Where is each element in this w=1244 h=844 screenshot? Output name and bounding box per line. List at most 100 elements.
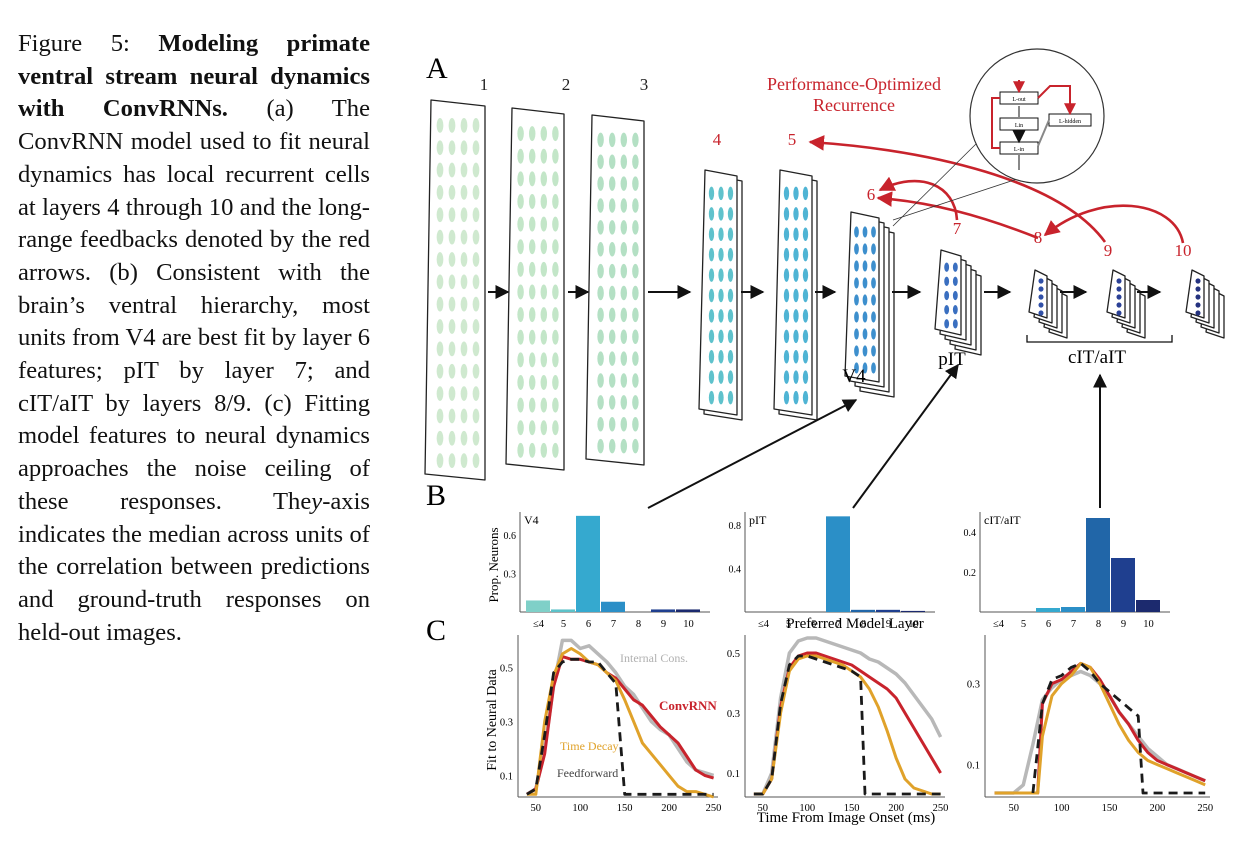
chart-title: pIT — [749, 513, 767, 527]
unit-dot — [608, 242, 616, 257]
caption-body-d: -axis indicates the median across units … — [18, 487, 370, 646]
unit-dot — [552, 420, 559, 436]
unit-dot — [597, 132, 604, 148]
unit-dot — [472, 386, 480, 401]
feedback-arrow — [808, 135, 1107, 243]
unit-dot — [597, 220, 604, 235]
unit-dot — [472, 319, 480, 334]
unit-dot — [528, 397, 536, 413]
panel-c-letter: C — [426, 614, 446, 647]
unit-dot — [448, 430, 456, 446]
unit-dot — [620, 438, 628, 454]
y-tick-label: 0.1 — [967, 761, 980, 772]
unit-dot — [632, 307, 639, 323]
bar-chart-2: pIT 0.4 0.8 ≤4 5 6 7 8 9 10 — [729, 512, 935, 630]
x-tick-label: 100 — [1054, 803, 1070, 814]
unit-dot — [783, 288, 790, 303]
unit-dot — [871, 311, 876, 323]
unit-dot — [540, 442, 548, 458]
x-tick-label: 8 — [1096, 619, 1101, 630]
unit-dot — [528, 375, 536, 390]
unit-dot — [854, 260, 859, 272]
unit-dot — [862, 226, 868, 238]
unit-dot — [540, 307, 548, 323]
unit-dot — [517, 148, 524, 164]
unit-dot — [783, 370, 790, 384]
x-tick-label: 100 — [799, 803, 815, 814]
unit-dot — [952, 319, 958, 329]
unit-dot — [472, 453, 480, 469]
x-tick-label: 250 — [933, 803, 949, 814]
unit-dot — [620, 307, 628, 323]
unit-dot — [944, 262, 950, 272]
unit-dot — [528, 126, 536, 142]
unit-dot — [517, 126, 524, 142]
unit-dot — [597, 417, 604, 432]
unit-dot — [727, 268, 734, 282]
y-tick-label: 0.8 — [729, 521, 742, 532]
unit-dot — [632, 242, 639, 257]
unit-dot — [783, 227, 790, 241]
unit-dot — [727, 370, 734, 384]
unit-dot — [708, 186, 715, 201]
unit-dot — [793, 370, 799, 384]
x-tick-label: 5 — [786, 619, 791, 630]
unit-dot — [802, 288, 809, 303]
area-label-v4: V4 — [842, 366, 866, 387]
unit-dots — [708, 186, 734, 405]
unit-dot — [608, 198, 616, 213]
layer-3 — [585, 114, 645, 466]
unit-dot — [436, 162, 444, 178]
unit-dot — [620, 132, 628, 148]
unit-dot — [718, 350, 724, 364]
unit-dot — [718, 207, 724, 221]
unit-dot — [708, 370, 715, 384]
unit-dot — [552, 442, 559, 458]
unit-dot — [517, 194, 524, 209]
area-label-pit: pIT — [938, 349, 966, 370]
unit-dot — [1195, 278, 1201, 284]
unit-dot — [1116, 310, 1122, 316]
unit-dot — [448, 274, 456, 290]
unit-dot — [1038, 286, 1044, 292]
unit-dots — [944, 262, 958, 329]
unit-dot — [854, 328, 859, 340]
unit-dot — [854, 294, 859, 306]
unit-dot — [608, 154, 616, 169]
unit-dot — [1116, 294, 1122, 300]
bar — [676, 609, 700, 612]
unit-dot — [472, 185, 480, 200]
unit-dot — [472, 162, 480, 178]
series-convrnn — [753, 651, 942, 796]
unit-dot — [793, 247, 799, 262]
unit-dot — [528, 171, 536, 187]
bar-chart-3: cIT/aIT 0.2 0.4 ≤4 5 6 7 8 9 10 — [964, 512, 1170, 630]
cell-box-label: L-in — [1014, 147, 1024, 153]
layer-number: 4 — [713, 130, 722, 149]
line-chart-1: 50 100 150 200 250 0.1 0.3 0.5 — [500, 635, 721, 814]
unit-dot — [528, 148, 536, 164]
recurrence-annotation-line1: Performance-Optimized — [767, 74, 941, 94]
unit-dot — [517, 375, 524, 390]
unit-dot — [448, 207, 456, 223]
x-tick-label: 200 — [1149, 803, 1165, 814]
legend-internal-cons: Internal Cons. — [620, 651, 688, 665]
layer-number: 9 — [1104, 241, 1113, 260]
unit-dot — [517, 307, 524, 323]
panel-b-xlabel: Preferred Model Layer — [786, 616, 923, 632]
unit-dot — [597, 263, 604, 279]
unit-dot — [802, 350, 809, 364]
unit-dot — [552, 216, 559, 232]
layer-10 — [1185, 269, 1225, 339]
bar — [1061, 607, 1085, 612]
bar — [1111, 558, 1135, 612]
unit-dot — [436, 185, 444, 200]
recurrent-cell-inset: L-out Lin L-in L-hidden — [892, 48, 1105, 227]
unit-dot — [460, 319, 468, 334]
unit-dot — [802, 329, 809, 344]
layer-number: 7 — [953, 219, 962, 238]
unit-dot — [802, 370, 809, 384]
unit-dot — [718, 186, 724, 201]
unit-dot — [460, 430, 468, 446]
x-tick-label: ≤4 — [758, 619, 770, 630]
